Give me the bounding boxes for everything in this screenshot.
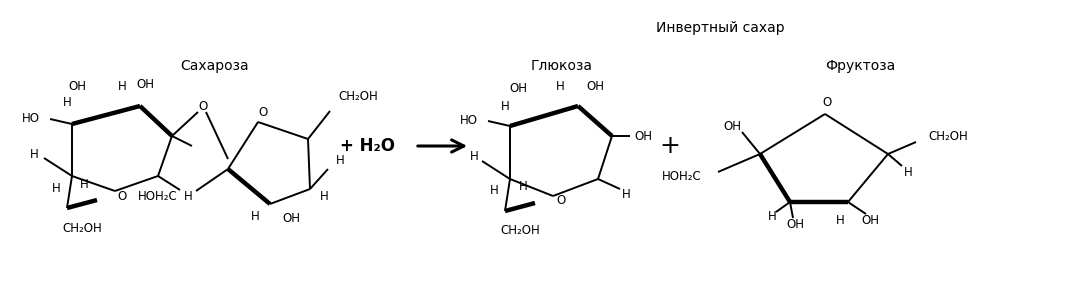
Text: H: H xyxy=(79,178,88,191)
Text: O: O xyxy=(557,195,565,208)
Text: Глюкоза: Глюкоза xyxy=(531,59,593,73)
Text: H: H xyxy=(30,147,39,160)
Text: H: H xyxy=(621,189,630,202)
Text: OH: OH xyxy=(586,80,604,93)
Text: CH₂OH: CH₂OH xyxy=(62,222,102,235)
Text: O: O xyxy=(259,105,267,118)
Text: H: H xyxy=(52,181,60,195)
Text: O: O xyxy=(822,95,832,108)
Text: CH₂OH: CH₂OH xyxy=(338,91,378,103)
Text: H: H xyxy=(320,191,328,204)
Text: Фруктоза: Фруктоза xyxy=(825,59,895,73)
Text: OH: OH xyxy=(787,218,804,231)
Text: H: H xyxy=(251,210,260,222)
Text: OH: OH xyxy=(861,214,879,227)
Text: OH: OH xyxy=(68,80,86,93)
Text: HOH₂C: HOH₂C xyxy=(138,191,178,204)
Text: +: + xyxy=(660,134,680,158)
Text: HOH₂C: HOH₂C xyxy=(662,170,702,183)
Text: H: H xyxy=(336,154,344,168)
Text: Инвертный сахар: Инвертный сахар xyxy=(656,21,784,35)
Text: H: H xyxy=(501,99,510,112)
Text: O: O xyxy=(117,189,127,202)
Text: OH: OH xyxy=(509,82,527,95)
Text: H: H xyxy=(556,80,564,93)
Text: H: H xyxy=(767,210,777,222)
Text: OH: OH xyxy=(634,130,652,143)
Text: HO: HO xyxy=(23,112,40,126)
Text: H: H xyxy=(118,80,127,93)
Text: H: H xyxy=(836,214,844,227)
Text: CH₂OH: CH₂OH xyxy=(928,130,968,143)
Text: H: H xyxy=(489,185,498,197)
Text: CH₂OH: CH₂OH xyxy=(500,224,540,237)
Text: OH: OH xyxy=(136,78,155,91)
Text: OH: OH xyxy=(282,212,300,224)
Text: OH: OH xyxy=(723,120,741,133)
Text: H: H xyxy=(903,166,912,179)
Text: + H₂O: + H₂O xyxy=(340,137,396,155)
Text: HO: HO xyxy=(460,114,477,128)
Text: H: H xyxy=(518,181,527,193)
Text: Сахароза: Сахароза xyxy=(180,59,249,73)
Text: H: H xyxy=(470,151,479,164)
Text: H: H xyxy=(62,95,72,108)
Text: O: O xyxy=(199,101,207,114)
Text: H: H xyxy=(183,189,192,202)
